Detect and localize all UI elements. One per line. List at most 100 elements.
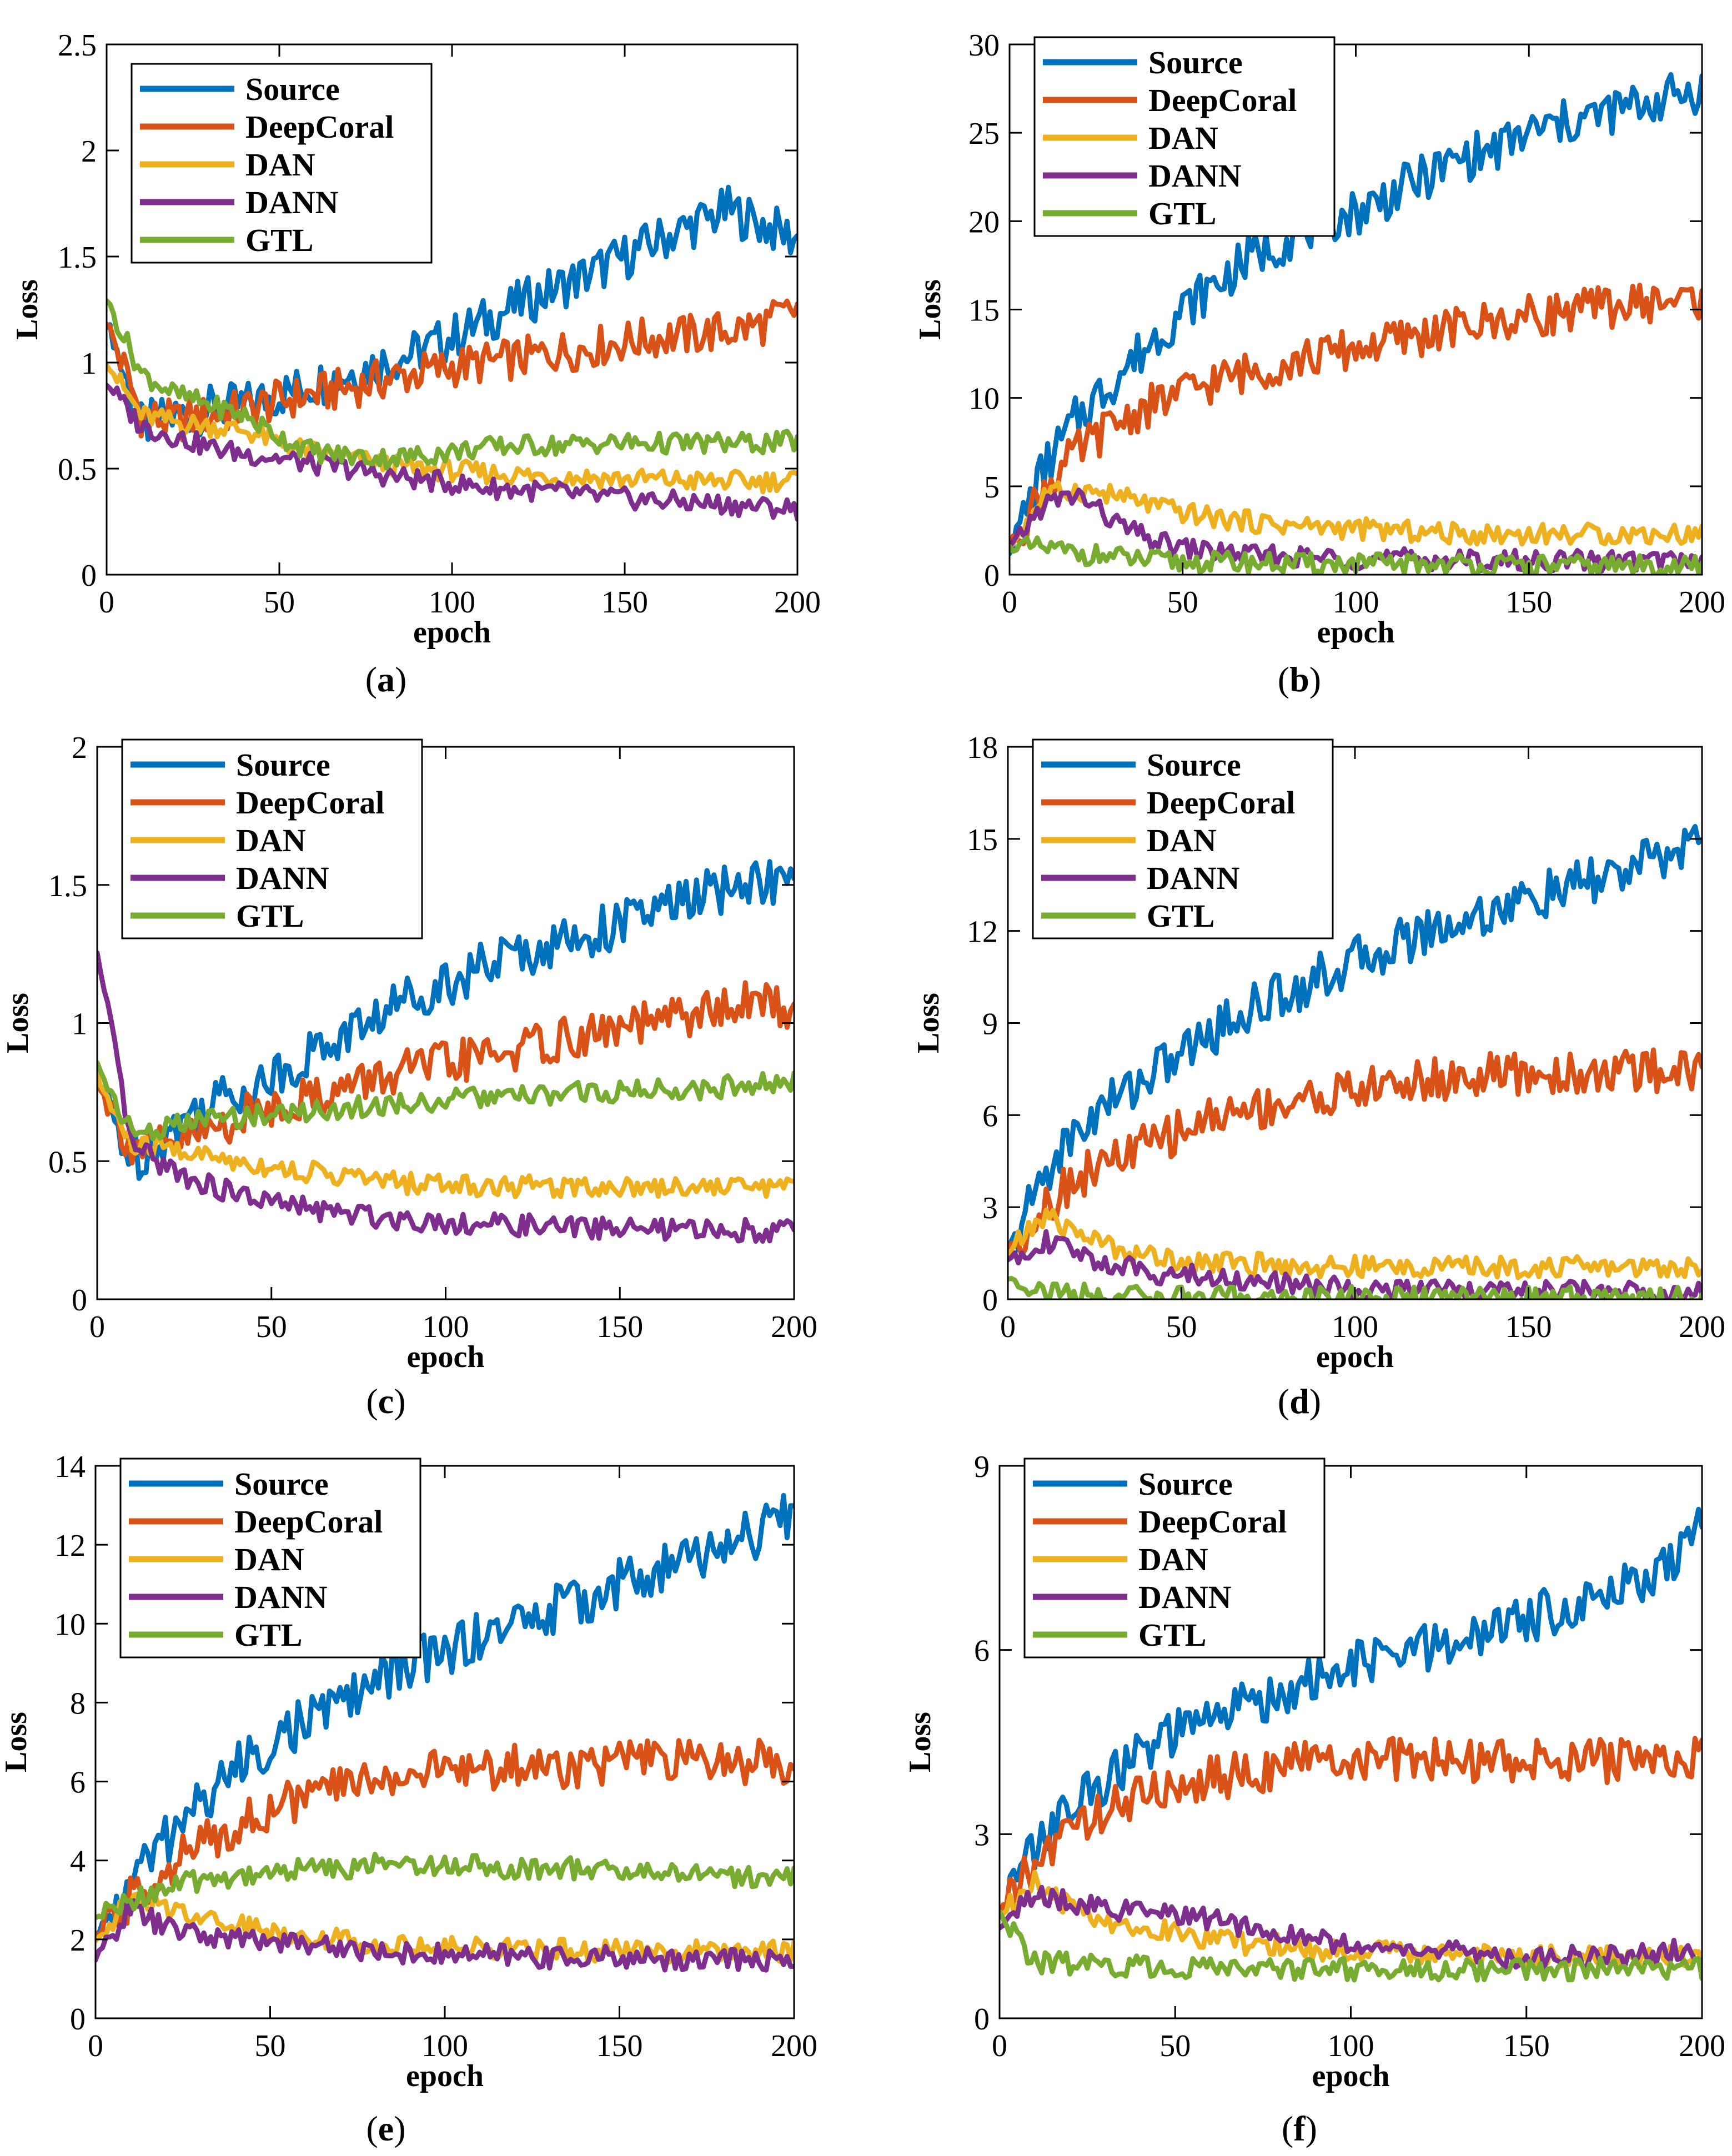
series-line-gtl bbox=[97, 1060, 794, 1142]
legend-label: DANN bbox=[1148, 158, 1242, 194]
series-group bbox=[96, 1492, 794, 1973]
y-tick-label: 2 bbox=[72, 731, 87, 765]
y-tick-label: 5 bbox=[984, 470, 1000, 505]
y-tick-label: 12 bbox=[967, 915, 998, 949]
legend-label: Source bbox=[236, 747, 330, 783]
series-line-source bbox=[96, 1492, 794, 1939]
y-tick-label: 10 bbox=[968, 382, 1000, 416]
x-tick-label: 150 bbox=[1505, 1310, 1552, 1344]
x-tick-label: 150 bbox=[596, 2029, 643, 2063]
series-line-source bbox=[97, 859, 794, 1181]
x-tick-label: 150 bbox=[596, 1310, 643, 1344]
x-tick-label: 150 bbox=[1503, 2029, 1550, 2063]
series-line-dann bbox=[97, 950, 794, 1244]
series-line-dan bbox=[1008, 1208, 1702, 1280]
legend-label: DeepCoral bbox=[236, 785, 384, 821]
y-tick-label: 1 bbox=[72, 1007, 87, 1042]
legend-label: GTL bbox=[1138, 1617, 1207, 1653]
x-tick-label: 0 bbox=[992, 2029, 1007, 2063]
series-group bbox=[97, 859, 794, 1244]
legend-label: DeepCoral bbox=[245, 109, 394, 145]
y-tick-label: 14 bbox=[54, 1450, 86, 1484]
x-axis-title: epoch bbox=[1317, 615, 1395, 650]
series-line-dan bbox=[97, 1072, 794, 1200]
x-tick-label: 100 bbox=[423, 1310, 469, 1344]
x-tick-label: 200 bbox=[1679, 585, 1725, 620]
y-tick-label: 0 bbox=[81, 559, 97, 593]
x-tick-label: 50 bbox=[255, 2029, 286, 2063]
x-axis-title: epoch bbox=[413, 615, 491, 650]
chart-panel-c: 0 50 100 150 200 0 0.5 1 1.5 2 epoch Loss SourceDeep… bbox=[1, 731, 817, 1421]
x-tick-label: 0 bbox=[89, 1310, 105, 1344]
x-tick-label: 50 bbox=[1166, 1310, 1197, 1344]
legend-label: DANN bbox=[1147, 860, 1240, 896]
y-tick-label: 30 bbox=[968, 28, 1000, 63]
y-tick-label: 9 bbox=[974, 1450, 990, 1484]
series-line-deepcoral bbox=[107, 298, 797, 443]
y-axis-title: Loss bbox=[1, 993, 35, 1053]
x-tick-label: 150 bbox=[601, 585, 648, 620]
legend-label: GTL bbox=[234, 1617, 303, 1653]
series-line-source bbox=[1000, 1506, 1702, 1914]
x-axis-title: epoch bbox=[406, 2059, 484, 2093]
x-tick-label: 50 bbox=[256, 1310, 287, 1344]
legend-label: GTL bbox=[1148, 195, 1217, 232]
chart-panel-f: 0 50 100 150 200 0 3 6 9 epoch Loss SourceDeepCoral… bbox=[903, 1450, 1725, 2148]
y-tick-label: 1 bbox=[81, 346, 97, 381]
legend-label: DeepCoral bbox=[1148, 82, 1297, 118]
legend-label: DeepCoral bbox=[234, 1504, 383, 1540]
chart-panel-d: 0 50 100 150 200 0 3 6 9 12 15 18 epoch Loss SourceDee… bbox=[911, 731, 1725, 1421]
y-axis-title: Loss bbox=[911, 993, 946, 1053]
y-tick-label: 2 bbox=[70, 1923, 86, 1958]
legend-label: DAN bbox=[1148, 120, 1218, 156]
legend-label: DANN bbox=[1138, 1579, 1232, 1615]
x-tick-label: 100 bbox=[1328, 2029, 1374, 2063]
y-tick-label: 1.5 bbox=[58, 240, 97, 275]
panel-caption: (c) bbox=[366, 1381, 405, 1421]
y-tick-label: 10 bbox=[54, 1607, 86, 1642]
x-tick-label: 50 bbox=[1167, 585, 1198, 620]
panel-caption: (e) bbox=[366, 2109, 405, 2148]
legend-label: DAN bbox=[234, 1541, 304, 1577]
series-line-dan bbox=[1010, 480, 1702, 548]
legend-label: Source bbox=[234, 1466, 329, 1502]
legend-label: GTL bbox=[245, 222, 314, 258]
series-line-deepcoral bbox=[1008, 1047, 1702, 1259]
x-axis-title: epoch bbox=[407, 1340, 485, 1374]
y-tick-label: 0 bbox=[984, 559, 1000, 593]
x-tick-label: 0 bbox=[1000, 1310, 1016, 1344]
legend-label: DeepCoral bbox=[1147, 785, 1295, 821]
y-axis-title: Loss bbox=[903, 1712, 937, 1772]
series-line-source bbox=[1008, 824, 1702, 1253]
panel-caption: (a) bbox=[365, 660, 407, 699]
legend-label: DANN bbox=[245, 184, 339, 220]
legend-label: GTL bbox=[236, 898, 304, 934]
series-line-dan bbox=[1000, 1869, 1702, 1971]
y-axis-title: Loss bbox=[0, 1712, 33, 1772]
y-tick-label: 6 bbox=[70, 1766, 86, 1800]
y-tick-label: 2.5 bbox=[58, 28, 97, 63]
chart-panel-a: 0 50 100 150 20000.511.522.5epochLossSourceD… bbox=[10, 28, 821, 699]
legend-label: DANN bbox=[234, 1579, 328, 1615]
x-tick-label: 200 bbox=[1679, 1310, 1725, 1344]
series-line-gtl bbox=[107, 298, 797, 471]
y-tick-label: 12 bbox=[54, 1529, 86, 1563]
series-line-gtl bbox=[1000, 1909, 1702, 1983]
x-tick-label: 200 bbox=[771, 1310, 817, 1344]
y-tick-label: 8 bbox=[70, 1686, 86, 1721]
x-axis-title: epoch bbox=[1312, 2059, 1390, 2093]
chart-panel-b: 0 50 100 150 200051015202530epochLossSourceD… bbox=[913, 28, 1725, 699]
y-tick-label: 6 bbox=[974, 1634, 990, 1668]
y-tick-label: 0 bbox=[70, 2002, 86, 2037]
legend-label: DAN bbox=[1147, 822, 1217, 858]
x-tick-label: 200 bbox=[1679, 2029, 1725, 2063]
legend-label: DANN bbox=[236, 860, 329, 896]
y-tick-label: 25 bbox=[968, 117, 1000, 151]
x-tick-label: 0 bbox=[99, 585, 114, 620]
y-axis-title: Loss bbox=[913, 279, 947, 340]
y-tick-label: 1.5 bbox=[48, 869, 87, 903]
